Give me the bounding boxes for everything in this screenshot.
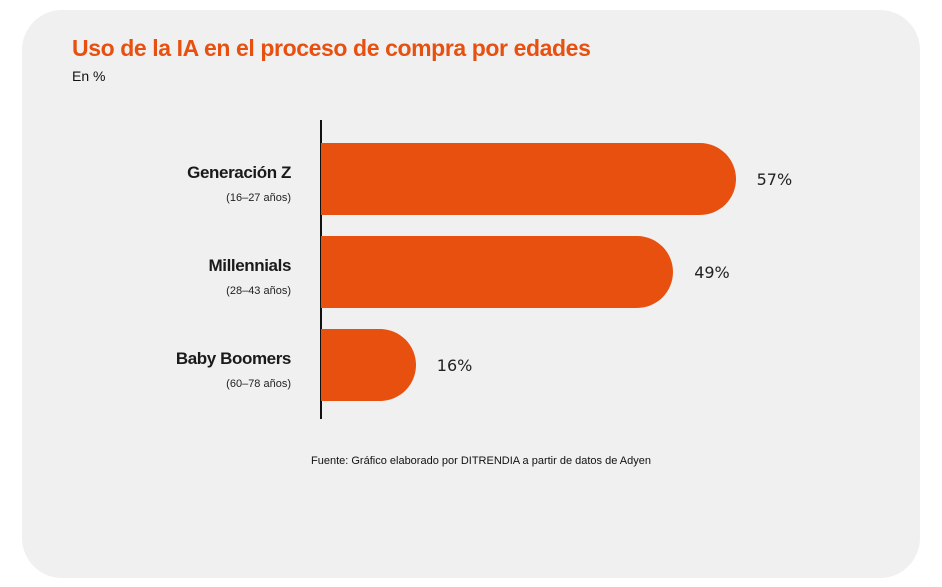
category-age-range: (16–27 años): [226, 192, 291, 204]
source-note: Fuente: Gráfico elaborado por DITRENDIA …: [311, 455, 651, 467]
category-age-range: (28–43 años): [226, 285, 291, 297]
category-label: Baby Boomers (60–78 años): [41, 349, 292, 390]
value-label: 16%: [436, 356, 473, 375]
category-name: Baby Boomers: [175, 349, 292, 368]
category-label: Millennials (28–43 años): [41, 256, 291, 297]
bar: [321, 143, 736, 215]
value-label: 49%: [694, 263, 730, 282]
y-axis-line: [320, 120, 322, 419]
category-age-range: (60–78 años): [226, 378, 291, 390]
chart-subtitle: En %: [72, 68, 106, 84]
category-label: Generación Z (16–27 años): [41, 163, 291, 204]
value-label: 57%: [756, 170, 793, 189]
category-name: Generación Z: [187, 163, 291, 182]
bar: [321, 236, 674, 308]
chart-title: Uso de la IA en el proceso de compra por…: [72, 35, 591, 61]
bar: [321, 329, 416, 401]
category-name: Millennials: [208, 256, 291, 275]
